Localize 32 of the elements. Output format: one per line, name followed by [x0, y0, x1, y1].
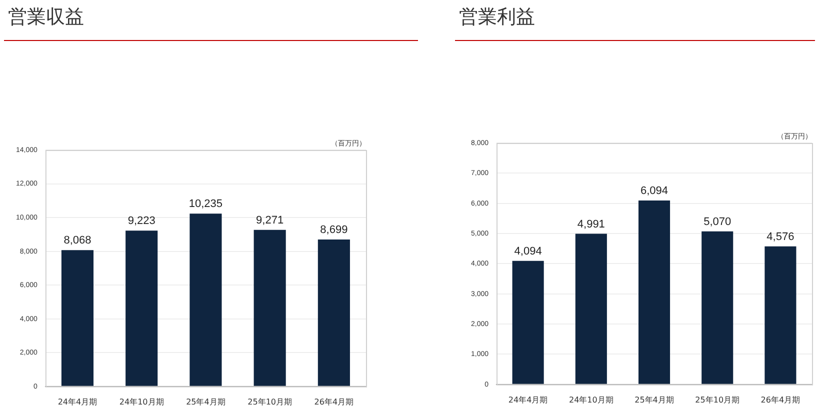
- bar: [638, 200, 670, 384]
- x-tick-label: 26年4月期: [314, 397, 354, 406]
- x-tick-label: 24年4月期: [508, 395, 548, 404]
- chart-title: 営業利益: [455, 0, 815, 41]
- x-tick-label: 24年10月期: [119, 397, 164, 406]
- bar: [190, 214, 222, 386]
- chart-title: 営業収益: [4, 0, 418, 41]
- data-label: 8,068: [64, 234, 92, 247]
- data-label: 4,094: [514, 245, 542, 258]
- data-label: 8,699: [320, 224, 348, 236]
- bar: [126, 230, 158, 386]
- bar: [61, 250, 94, 386]
- x-tick-label: 25年4月期: [186, 397, 226, 406]
- bar: [702, 231, 734, 384]
- bar: [575, 234, 607, 384]
- x-tick-label: 25年10月期: [695, 395, 740, 404]
- x-tick-label: 24年4月期: [58, 397, 98, 406]
- bar: [254, 230, 286, 386]
- x-tick-label: 24年10月期: [568, 395, 614, 404]
- bar: [764, 246, 796, 384]
- data-label: 9,223: [128, 215, 156, 228]
- bar: [318, 240, 350, 386]
- bar: [512, 260, 544, 384]
- data-label: 6,094: [640, 185, 668, 198]
- data-label: 5,070: [704, 216, 732, 228]
- data-label: 9,271: [256, 214, 284, 226]
- x-tick-label: 26年4月期: [760, 395, 800, 404]
- data-label: 4,576: [766, 230, 794, 243]
- x-tick-label: 25年10月期: [248, 397, 292, 406]
- x-tick-label: 25年4月期: [634, 395, 674, 404]
- data-label: 10,235: [188, 198, 223, 210]
- data-label: 4,991: [577, 218, 605, 230]
